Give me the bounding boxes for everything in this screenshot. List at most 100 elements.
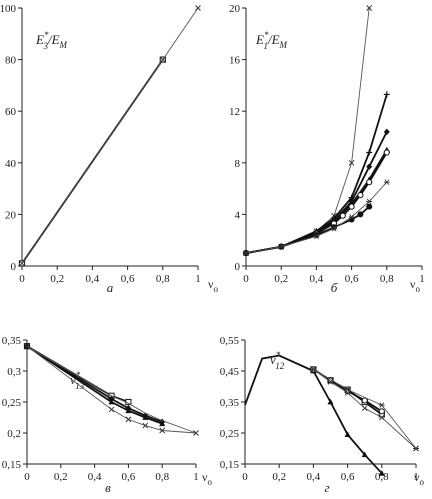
x-tick-label: 0 <box>24 471 30 483</box>
x-tick-label: 0,8 <box>380 273 394 285</box>
data-point <box>383 128 390 136</box>
panel-label: в <box>105 480 111 495</box>
y-tick-label: 20 <box>229 3 241 15</box>
x-tick-label: 0,2 <box>54 471 68 483</box>
y-label-denom: /E <box>267 32 280 47</box>
series-line <box>245 206 370 254</box>
series-line <box>245 181 388 254</box>
y-tick-label: 0,55 <box>220 335 240 347</box>
y-tick-label: 12 <box>229 106 240 118</box>
data-point <box>366 5 373 11</box>
x-tick-label: 0,8 <box>375 471 389 483</box>
y-tick-label: 0,45 <box>220 366 240 378</box>
data-point <box>159 420 166 427</box>
y-label-denom-sub: M <box>59 40 68 50</box>
x-tick-label: 0,4 <box>88 471 102 483</box>
x-tick-label: 0,2 <box>50 273 64 285</box>
data-point <box>366 163 373 170</box>
y-axis-label: E* 1/EM <box>255 30 288 51</box>
x-tick-label: 1 <box>419 273 425 285</box>
x-axis-label: νo <box>414 470 424 487</box>
y-label-denom: /E <box>47 32 60 47</box>
y-tick-label: 0,15 <box>220 459 240 471</box>
y-label-sub: 3 <box>42 41 48 51</box>
x-label-base: ν <box>208 277 214 291</box>
data-point <box>344 386 351 393</box>
y-label-sub: 1 <box>263 41 268 51</box>
data-point <box>357 191 364 199</box>
y-label-base: ν <box>70 372 76 387</box>
y-label-star: * <box>44 30 49 40</box>
data-point <box>125 407 132 414</box>
x-tick-label: 0,2 <box>274 273 288 285</box>
data-point <box>313 233 320 240</box>
data-point <box>413 445 419 452</box>
data-point <box>378 470 385 476</box>
data-point <box>366 203 373 210</box>
x-tick-label: 1 <box>413 471 419 483</box>
y-axis-label: ν* 12 <box>270 350 285 371</box>
y-tick-label: 60 <box>5 106 17 118</box>
x-tick-label: 0,6 <box>341 471 355 483</box>
data-point <box>366 198 373 205</box>
x-tick-label: 0 <box>19 273 25 285</box>
y-tick-label: 0,15 <box>2 459 22 471</box>
x-tick-label: 0,4 <box>310 273 324 285</box>
panel-label: г <box>324 480 329 495</box>
data-point <box>383 91 390 98</box>
x-tick-label: 0,8 <box>156 273 170 285</box>
y-tick-label: 0,25 <box>2 397 22 409</box>
data-point <box>378 414 385 421</box>
y-tick-label: 0 <box>11 261 17 273</box>
y-label-star: * <box>264 30 269 40</box>
x-tick-label: 0,4 <box>86 273 100 285</box>
data-point <box>361 397 368 404</box>
x-tick-label: 0,8 <box>155 471 169 483</box>
series-line <box>26 345 197 434</box>
x-label-base: ν <box>414 470 420 484</box>
x-label-base: ν <box>410 277 416 291</box>
series-line <box>313 369 417 449</box>
y-label-base: E <box>35 32 44 47</box>
series-line <box>312 370 383 474</box>
x-label-sub: o <box>419 477 424 487</box>
y-tick-label: 0,3 <box>7 366 21 378</box>
x-tick-label: 0,4 <box>307 471 321 483</box>
x-tick-label: 0,6 <box>121 273 135 285</box>
data-point <box>348 203 355 210</box>
data-point <box>19 260 25 267</box>
y-tick-label: 8 <box>235 158 241 170</box>
y-label-star: * <box>76 370 81 380</box>
data-point <box>361 451 368 458</box>
y-label-base: E <box>255 32 264 47</box>
data-point <box>108 406 115 413</box>
data-point <box>378 408 385 415</box>
data-point <box>378 402 385 408</box>
data-point <box>383 149 390 156</box>
data-point <box>195 5 201 11</box>
y-axis-label: E* 3/EM <box>35 30 68 51</box>
series-line <box>244 354 314 406</box>
x-label-sub: o <box>213 284 218 294</box>
y-tick-label: 100 <box>0 3 17 15</box>
series-line <box>313 369 417 449</box>
data-point <box>142 422 149 429</box>
data-point <box>331 225 337 232</box>
data-point <box>344 431 351 437</box>
data-point <box>327 398 334 405</box>
data-point <box>366 179 373 186</box>
x-axis-label: νo <box>202 470 212 487</box>
panel-label: б <box>331 280 338 295</box>
data-point <box>361 405 368 412</box>
x-tick-label: 0,6 <box>122 471 136 483</box>
data-point <box>366 149 373 156</box>
data-point <box>125 416 132 423</box>
y-tick-label: 0,35 <box>2 335 22 347</box>
y-tick-label: 0 <box>235 261 241 273</box>
y-label-base: ν <box>270 352 276 367</box>
data-point <box>108 398 115 405</box>
